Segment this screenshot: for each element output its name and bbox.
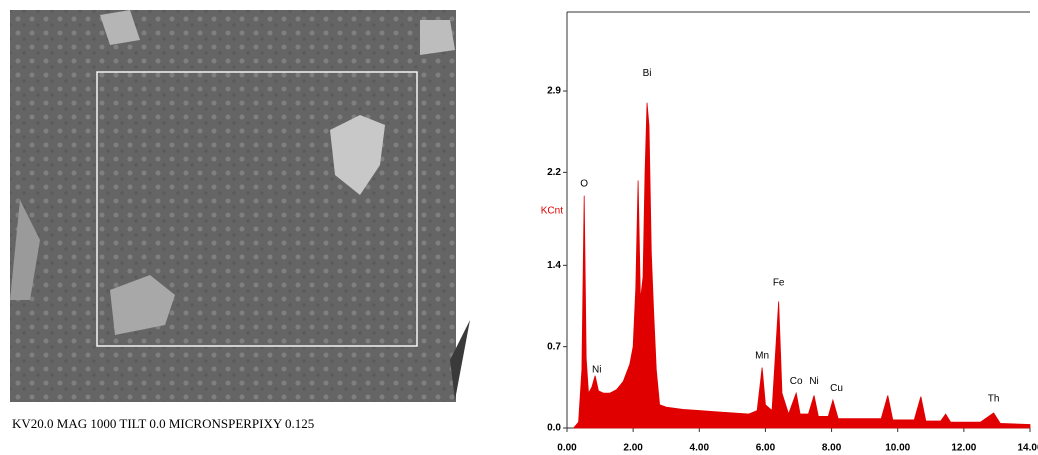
x-tick-label: 8.00: [822, 443, 842, 454]
peak-label: Ni: [592, 365, 601, 376]
x-tick-label: 10.00: [885, 443, 910, 454]
y-axis-label: KCnt: [541, 206, 563, 217]
x-tick-label: 14.00: [1017, 443, 1038, 454]
peak-label: Cu: [830, 383, 843, 394]
spectrum: [572, 102, 1031, 429]
peak-label: Bi: [643, 68, 652, 79]
peak-label: Fe: [773, 277, 785, 288]
y-tick-label: 0.7: [547, 341, 561, 352]
sem-caption: KV20.0 MAG 1000 TILT 0.0 MICRONSPERPIXY …: [12, 416, 314, 431]
x-tick-label: 6.00: [756, 443, 776, 454]
sem-image: [10, 10, 470, 402]
peak-label: Th: [988, 394, 1000, 405]
y-tick-label: 2.2: [547, 167, 561, 178]
peak-label: Co: [790, 376, 803, 387]
x-tick-label: 0.00: [557, 443, 577, 454]
peak-label: Ni: [809, 376, 818, 387]
x-tick-label: 4.00: [690, 443, 710, 454]
y-tick-label: 0.0: [547, 423, 561, 434]
x-tick-label: 12.00: [951, 443, 976, 454]
y-tick-label: 1.4: [547, 260, 561, 271]
peak-label: O: [580, 179, 588, 190]
x-tick-label: 2.00: [623, 443, 643, 454]
y-tick-label: 2.9: [547, 86, 561, 97]
peak-label: Mn: [755, 351, 769, 362]
